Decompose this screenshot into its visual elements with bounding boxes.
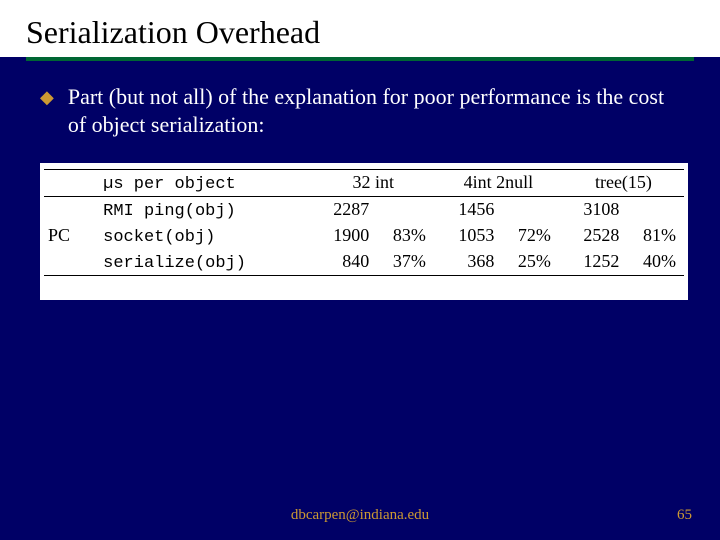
table-header-row: µs per object 32 int 4int 2null tree(15) — [44, 170, 684, 197]
row-group-cell — [44, 249, 95, 276]
cell-value: 2528 — [559, 223, 624, 249]
cell-pct: 83% — [373, 223, 434, 249]
table-row: PC socket(obj) 1900 83% 1053 72% 2528 81… — [44, 223, 684, 249]
cell-value: 368 — [434, 249, 499, 276]
cell-value: 2287 — [309, 197, 374, 224]
footer-email: dbcarpen@indiana.edu — [291, 507, 429, 524]
col-4int2null: 4int 2null — [434, 170, 559, 197]
cell-value: 1053 — [434, 223, 499, 249]
table-separator — [44, 276, 684, 281]
row-label: RMI ping(obj) — [95, 197, 309, 224]
cell-pct: 81% — [623, 223, 684, 249]
slide: Serialization Overhead ◆ Part (but not a… — [0, 0, 720, 540]
bullet-text: Part (but not all) of the explanation fo… — [68, 83, 680, 139]
col-tree15: tree(15) — [559, 170, 684, 197]
row-group-cell — [44, 170, 95, 197]
diamond-bullet-icon: ◆ — [40, 83, 54, 111]
slide-title: Serialization Overhead — [26, 14, 694, 51]
row-label: serialize(obj) — [95, 249, 309, 276]
row-group-label: PC — [44, 223, 95, 249]
cell-value: 840 — [309, 249, 374, 276]
cell-value: 1456 — [434, 197, 499, 224]
cell-value: 3108 — [559, 197, 624, 224]
cell-pct — [498, 197, 559, 224]
table-row: serialize(obj) 840 37% 368 25% 1252 40% — [44, 249, 684, 276]
table-row: RMI ping(obj) 2287 1456 3108 — [44, 197, 684, 224]
row-label: socket(obj) — [95, 223, 309, 249]
slide-header: Serialization Overhead — [0, 0, 720, 57]
cell-pct: 25% — [498, 249, 559, 276]
slide-content: ◆ Part (but not all) of the explanation … — [0, 61, 720, 300]
data-table: µs per object 32 int 4int 2null tree(15)… — [44, 169, 684, 280]
cell-value: 1252 — [559, 249, 624, 276]
cell-value: 1900 — [309, 223, 374, 249]
cell-pct — [623, 197, 684, 224]
cell-pct: 40% — [623, 249, 684, 276]
cell-pct — [373, 197, 434, 224]
page-number: 65 — [677, 507, 692, 524]
col-metric: µs per object — [95, 170, 309, 197]
row-group-cell — [44, 197, 95, 224]
cell-pct: 72% — [498, 223, 559, 249]
slide-footer: dbcarpen@indiana.edu — [0, 507, 720, 524]
serialization-table: µs per object 32 int 4int 2null tree(15)… — [40, 163, 688, 300]
cell-pct: 37% — [373, 249, 434, 276]
bullet-item: ◆ Part (but not all) of the explanation … — [40, 83, 680, 139]
col-32int: 32 int — [309, 170, 434, 197]
